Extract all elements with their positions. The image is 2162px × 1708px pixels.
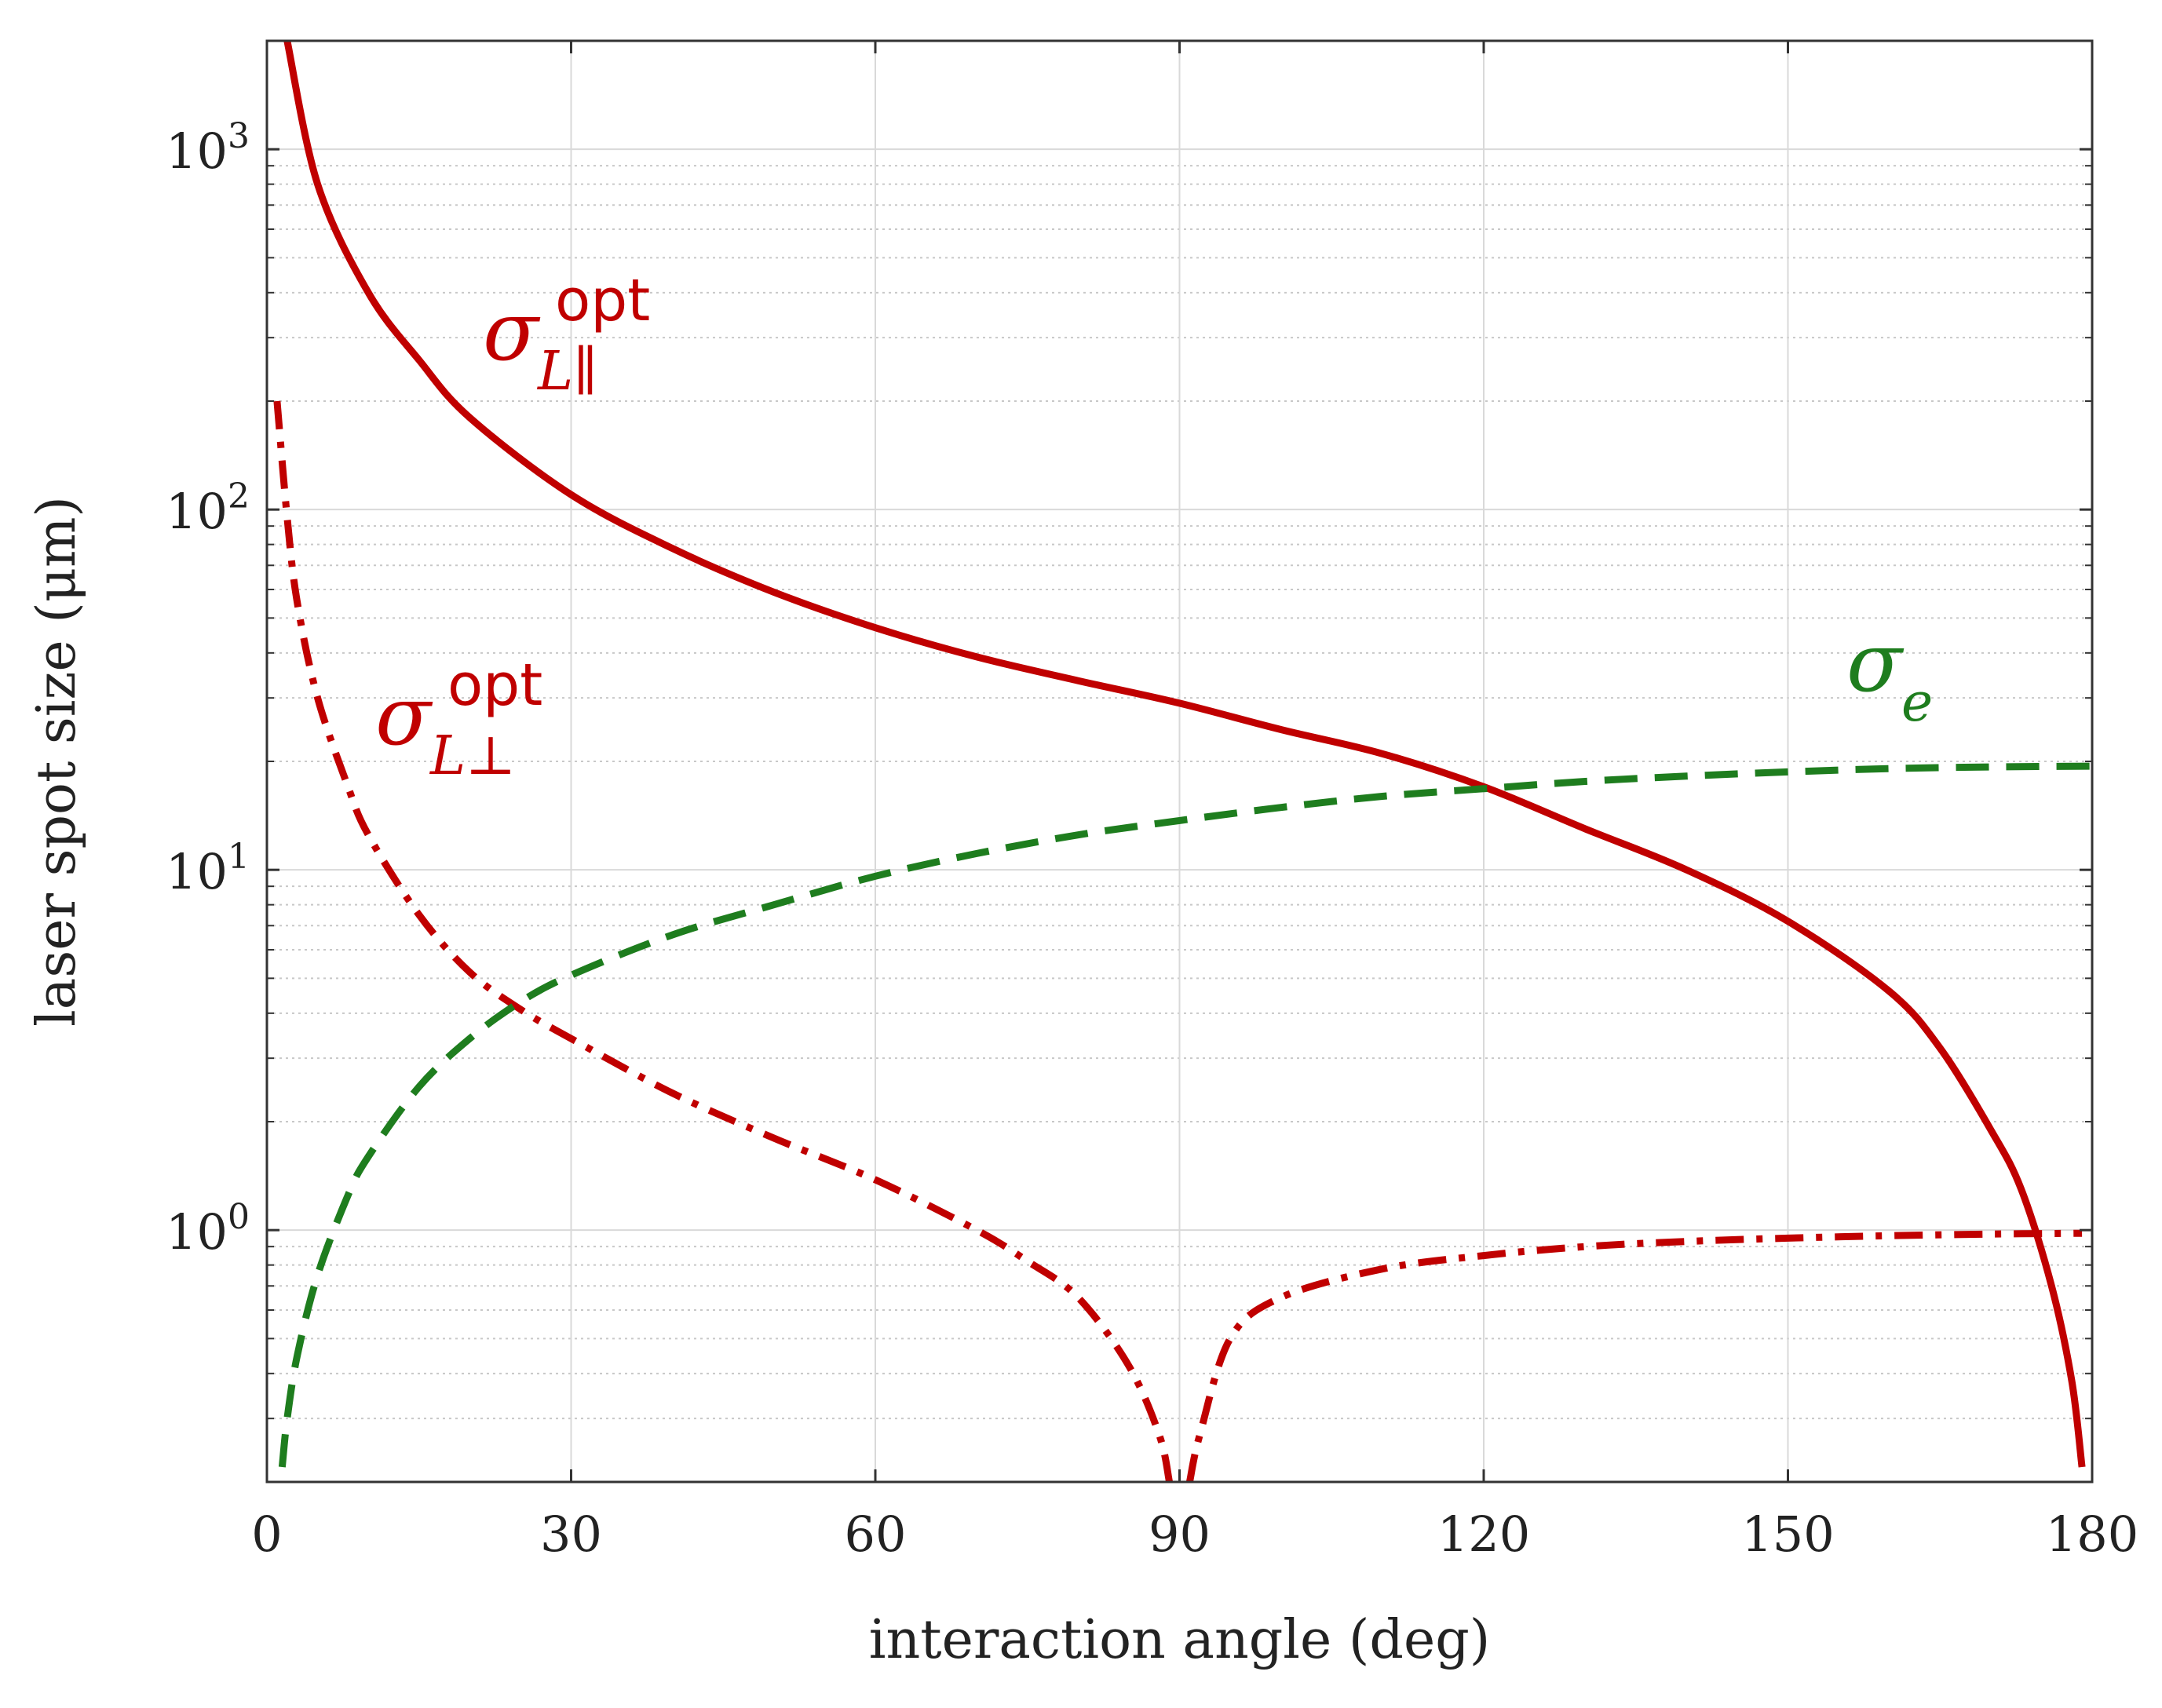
label-subscript: L∥: [536, 341, 598, 403]
line-sigma_L_perp_opt: [273, 400, 1174, 1482]
label-superscript: opt: [555, 267, 650, 334]
x-tick-label: 150: [1741, 1505, 1834, 1563]
label-symbol: σ: [1846, 615, 1905, 710]
x-tick-label: 30: [540, 1505, 602, 1563]
line-sigma_e: [278, 762, 2092, 1468]
line-sigma_L_parallel_opt: [283, 41, 2086, 1468]
x-tick-label: 60: [845, 1505, 907, 1563]
label-symbol: σ: [483, 283, 541, 379]
y-tick-label: 102: [166, 476, 250, 540]
y-tick-label: 100: [166, 1197, 250, 1261]
series-sigma_L_parallel_opt: [283, 41, 2086, 1468]
y-tick-labels: 100 101 102 103: [166, 116, 250, 1261]
label-superscript: opt: [447, 651, 542, 719]
x-axis-title: interaction angle (deg): [869, 1609, 1491, 1671]
x-tick-label: 120: [1437, 1505, 1530, 1563]
line-sigma_L_perp_opt: [1185, 1229, 2083, 1482]
axis-ticks: [265, 40, 2094, 1483]
label-sigma_L_perp_opt: σ L⊥opt: [375, 651, 542, 787]
x-tick-labels: 0 30 60 90 120 150 180: [251, 1505, 2138, 1563]
y-tick-label: 103: [166, 116, 250, 180]
x-tick-label: 180: [2046, 1505, 2138, 1563]
y-axis-title: laser spot size (μm): [26, 496, 88, 1027]
series-sigma_e: [278, 762, 2092, 1468]
x-tick-label: 0: [251, 1505, 282, 1563]
label-symbol: σ: [375, 668, 433, 764]
series-sigma_L_perp_opt: [273, 400, 2083, 1482]
label-subscript: L⊥: [429, 725, 516, 787]
label-sigma_L_parallel_opt: σ L∥ opt: [483, 267, 650, 403]
series-layer: [273, 41, 2092, 1482]
x-tick-label: 90: [1149, 1505, 1211, 1563]
label-subscript: e: [1901, 672, 1933, 734]
y-tick-label: 101: [166, 837, 250, 900]
